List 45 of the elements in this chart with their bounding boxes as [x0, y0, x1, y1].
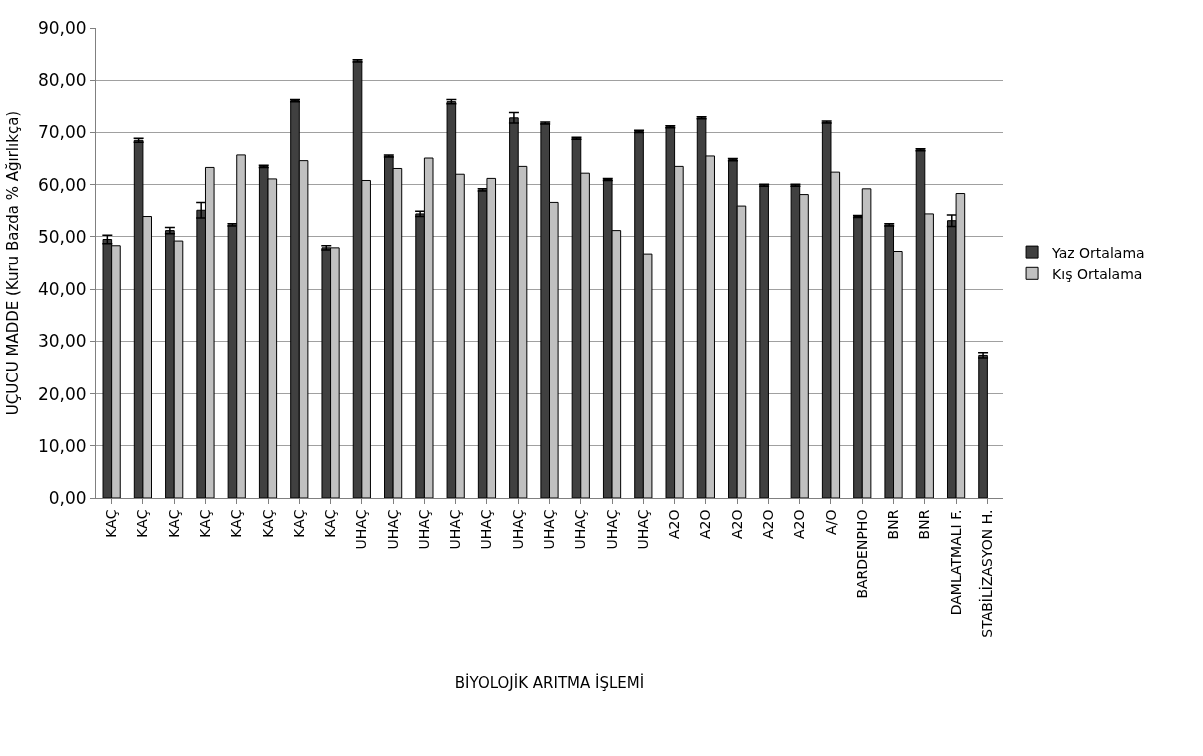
- y-tick-label: 20,00: [37, 383, 87, 404]
- x-tick-label: UHAÇ: [572, 509, 589, 550]
- x-tick-label: UHAÇ: [541, 509, 558, 550]
- y-tick-label: 90,00: [37, 17, 87, 38]
- x-tick-label: STABİLİZASYON H.: [977, 509, 995, 638]
- x-tick-label: BNR: [885, 509, 902, 540]
- y-tick-label: 70,00: [37, 122, 87, 143]
- x-tick-label: BNR: [916, 509, 933, 540]
- x-tick-label: A2O: [728, 509, 745, 540]
- x-axis-title: BİYOLOJİK ARITMA İŞLEMİ: [454, 672, 645, 692]
- x-tick-label: A2O: [791, 509, 808, 540]
- bar: [759, 184, 769, 498]
- x-tick-label: KAÇ: [228, 509, 245, 538]
- y-tick-label: 10,00: [37, 435, 87, 456]
- bar: [978, 354, 988, 498]
- x-tick-label: KAÇ: [259, 509, 276, 538]
- x-tick-label: A2O: [759, 509, 776, 540]
- x-tick-label: BARDENPHO: [853, 509, 870, 599]
- y-tick-label: 60,00: [37, 174, 87, 195]
- x-tick-label: A/O: [822, 509, 839, 535]
- x-tick-label: KAÇ: [165, 509, 182, 538]
- x-tick-label: UHAÇ: [603, 509, 620, 550]
- x-tick-label: UHAÇ: [384, 509, 401, 550]
- x-tick-label: UHAÇ: [634, 509, 651, 550]
- x-tick-label: KAÇ: [290, 509, 307, 538]
- x-tick-label: KAÇ: [197, 509, 214, 538]
- y-tick-label: 30,00: [37, 331, 87, 352]
- legend-label: Yaz Ortalama: [1051, 244, 1145, 261]
- x-tick-label: KAÇ: [322, 509, 339, 538]
- y-tick-label: 40,00: [37, 279, 87, 300]
- x-tick-label: KAÇ: [103, 509, 120, 538]
- x-tick-label: DAMLATMALI F.: [947, 509, 964, 616]
- x-tick-label: UHAÇ: [447, 509, 464, 550]
- x-tick-label: UHAÇ: [509, 509, 526, 550]
- x-tick-label: KAÇ: [134, 509, 151, 538]
- y-tick-label: 80,00: [37, 70, 87, 91]
- x-tick-label: UHAÇ: [353, 509, 370, 550]
- x-tick-label: A2O: [666, 509, 683, 540]
- x-tick-label: UHAÇ: [415, 509, 432, 550]
- legend-label: Kış Ortalama: [1052, 265, 1143, 282]
- x-tick-label: UHAÇ: [478, 509, 495, 550]
- y-tick-label: 50,00: [37, 226, 87, 247]
- y-tick-label: 0,00: [48, 487, 87, 508]
- x-tick-label: A2O: [697, 509, 714, 540]
- y-axis-title: UÇUCU MADDE (Kuru Bazda % Ağırlıkça): [4, 110, 23, 416]
